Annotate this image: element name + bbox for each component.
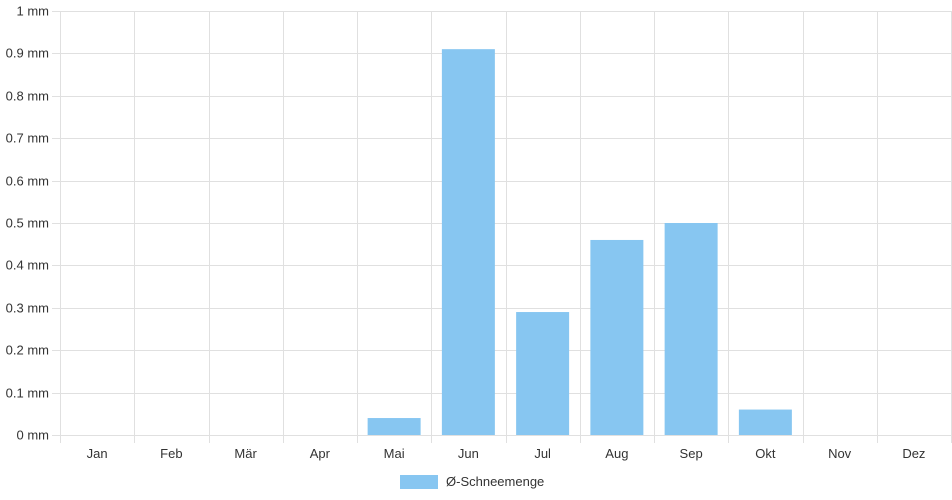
y-tick-label: 0.9 mm <box>6 46 49 61</box>
y-tick-label: 0.7 mm <box>6 131 49 146</box>
legend-label[interactable]: Ø-Schneemenge <box>446 474 544 489</box>
bar-sep[interactable] <box>664 223 718 435</box>
x-tick-label: Aug <box>605 446 628 461</box>
x-tick-label: Feb <box>160 446 182 461</box>
x-tick-label: Okt <box>755 446 776 461</box>
bar-mai[interactable] <box>367 418 421 435</box>
x-tick-label: Jan <box>87 446 108 461</box>
x-tick-label: Mai <box>384 446 405 461</box>
bar-okt[interactable] <box>738 409 792 435</box>
legend-swatch[interactable] <box>400 475 438 489</box>
x-tick-label: Jul <box>534 446 551 461</box>
x-tick-label: Jun <box>458 446 479 461</box>
x-tick-label: Sep <box>680 446 703 461</box>
y-tick-label: 0.2 mm <box>6 343 49 358</box>
bar-aug[interactable] <box>590 239 644 435</box>
x-tick-label: Apr <box>310 446 331 461</box>
x-axis-ticks: Jan Feb Mär Apr Mai Jun Jul Aug Sep Okt Nov Dez <box>87 446 926 461</box>
y-tick-label: 0.3 mm <box>6 301 49 316</box>
x-tick-label: Dez <box>902 446 925 461</box>
grid-lines <box>52 11 952 443</box>
bar-jun[interactable] <box>441 49 495 435</box>
y-tick-label: 0.6 mm <box>6 174 49 189</box>
x-tick-label: Nov <box>828 446 852 461</box>
legend[interactable]: Ø-Schneemenge <box>400 474 544 489</box>
y-tick-label: 1 mm <box>17 4 50 19</box>
y-tick-label: 0.4 mm <box>6 258 49 273</box>
y-tick-label: 0.1 mm <box>6 386 49 401</box>
y-tick-label: 0 mm <box>17 428 50 443</box>
y-tick-label: 0.8 mm <box>6 89 49 104</box>
y-axis-ticks: 0 mm 0.1 mm 0.2 mm 0.3 mm 0.4 mm 0.5 mm 0.6 mm… <box>6 4 49 443</box>
y-tick-label: 0.5 mm <box>6 216 49 231</box>
bars <box>367 49 792 435</box>
bar-jul[interactable] <box>516 312 570 435</box>
x-tick-label: Mär <box>234 446 257 461</box>
